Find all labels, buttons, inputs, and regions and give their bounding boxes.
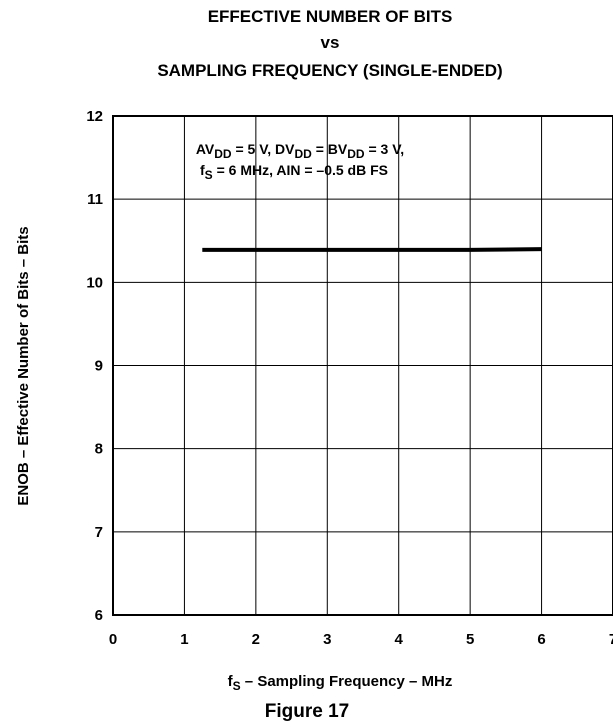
- chart-title-line-2: vs: [321, 33, 340, 52]
- figure-caption: Figure 17: [265, 701, 349, 722]
- y-tick-labels: 6 7 8 9 10 11 12: [86, 108, 103, 624]
- y-axis-label: ENOB – Effective Number of Bits – Bits: [15, 226, 32, 505]
- series-line-1: [202, 247, 542, 252]
- x-tick-label: 0: [109, 631, 117, 648]
- conditions-annotation: AVDD = 5 V, DVDD = BVDD = 3 V,fS = 6 MHz…: [196, 141, 404, 182]
- annotation-line-2-part: f: [200, 162, 205, 178]
- x-tick-label: 1: [180, 631, 188, 648]
- annotation-line-1-part: DD: [214, 147, 232, 161]
- y-tick-label: 10: [86, 274, 103, 291]
- y-tick-label: 12: [86, 108, 103, 125]
- figure-caption-text: Figure 17: [265, 701, 349, 722]
- annotation-line-1-part: DD: [347, 147, 365, 161]
- annotation-line-1-part: = 3 V,: [365, 141, 405, 157]
- x-axis-label-text-part: S: [233, 679, 241, 693]
- x-tick-label: 4: [395, 631, 404, 648]
- annotation-line-2-part: = 6 MHz, AIN = –0.5 dB FS: [213, 162, 388, 178]
- x-tick-label: 2: [252, 631, 260, 648]
- annotation-line-2-part: S: [205, 168, 213, 182]
- x-axis-label-text-part: – Sampling Frequency – MHz: [241, 673, 453, 690]
- annotation-line-1-part: = 5 V, DV: [232, 141, 296, 157]
- chart-title-line-3: SAMPLING FREQUENCY (SINGLE-ENDED): [157, 61, 502, 80]
- y-tick-label: 6: [95, 607, 103, 624]
- x-axis-label: fS – Sampling Frequency – MHz: [228, 673, 453, 693]
- annotation-line-1-part: = BV: [312, 141, 348, 157]
- x-tick-label: 3: [323, 631, 331, 648]
- series-layer: [202, 247, 542, 252]
- chart-title-line-1: EFFECTIVE NUMBER OF BITS: [208, 7, 453, 26]
- grid-lines: [113, 116, 613, 615]
- y-tick-label: 11: [87, 191, 103, 208]
- plot-frame: [112, 115, 613, 616]
- annotation-line-2: fS = 6 MHz, AIN = –0.5 dB FS: [200, 162, 388, 182]
- y-tick-label: 7: [95, 524, 103, 541]
- annotation-line-1-part: AV: [196, 141, 215, 157]
- x-tick-label: 5: [466, 631, 474, 648]
- x-tick-label: 6: [537, 631, 545, 648]
- x-axis-label-text: fS – Sampling Frequency – MHz: [228, 673, 453, 693]
- x-tick-labels: 0 1 2 3 4 5 6 7: [109, 631, 613, 648]
- annotation-line-1: AVDD = 5 V, DVDD = BVDD = 3 V,: [196, 141, 404, 161]
- y-tick-label: 9: [95, 358, 103, 375]
- x-axis-label-text-part: f: [228, 673, 234, 690]
- annotation-line-1-part: DD: [295, 147, 313, 161]
- y-tick-label: 8: [95, 441, 103, 458]
- x-tick-label: 7: [609, 631, 613, 648]
- chart-title: EFFECTIVE NUMBER OF BITS vs SAMPLING FREQU…: [157, 7, 502, 80]
- y-axis-label-text: ENOB – Effective Number of Bits – Bits: [15, 226, 32, 505]
